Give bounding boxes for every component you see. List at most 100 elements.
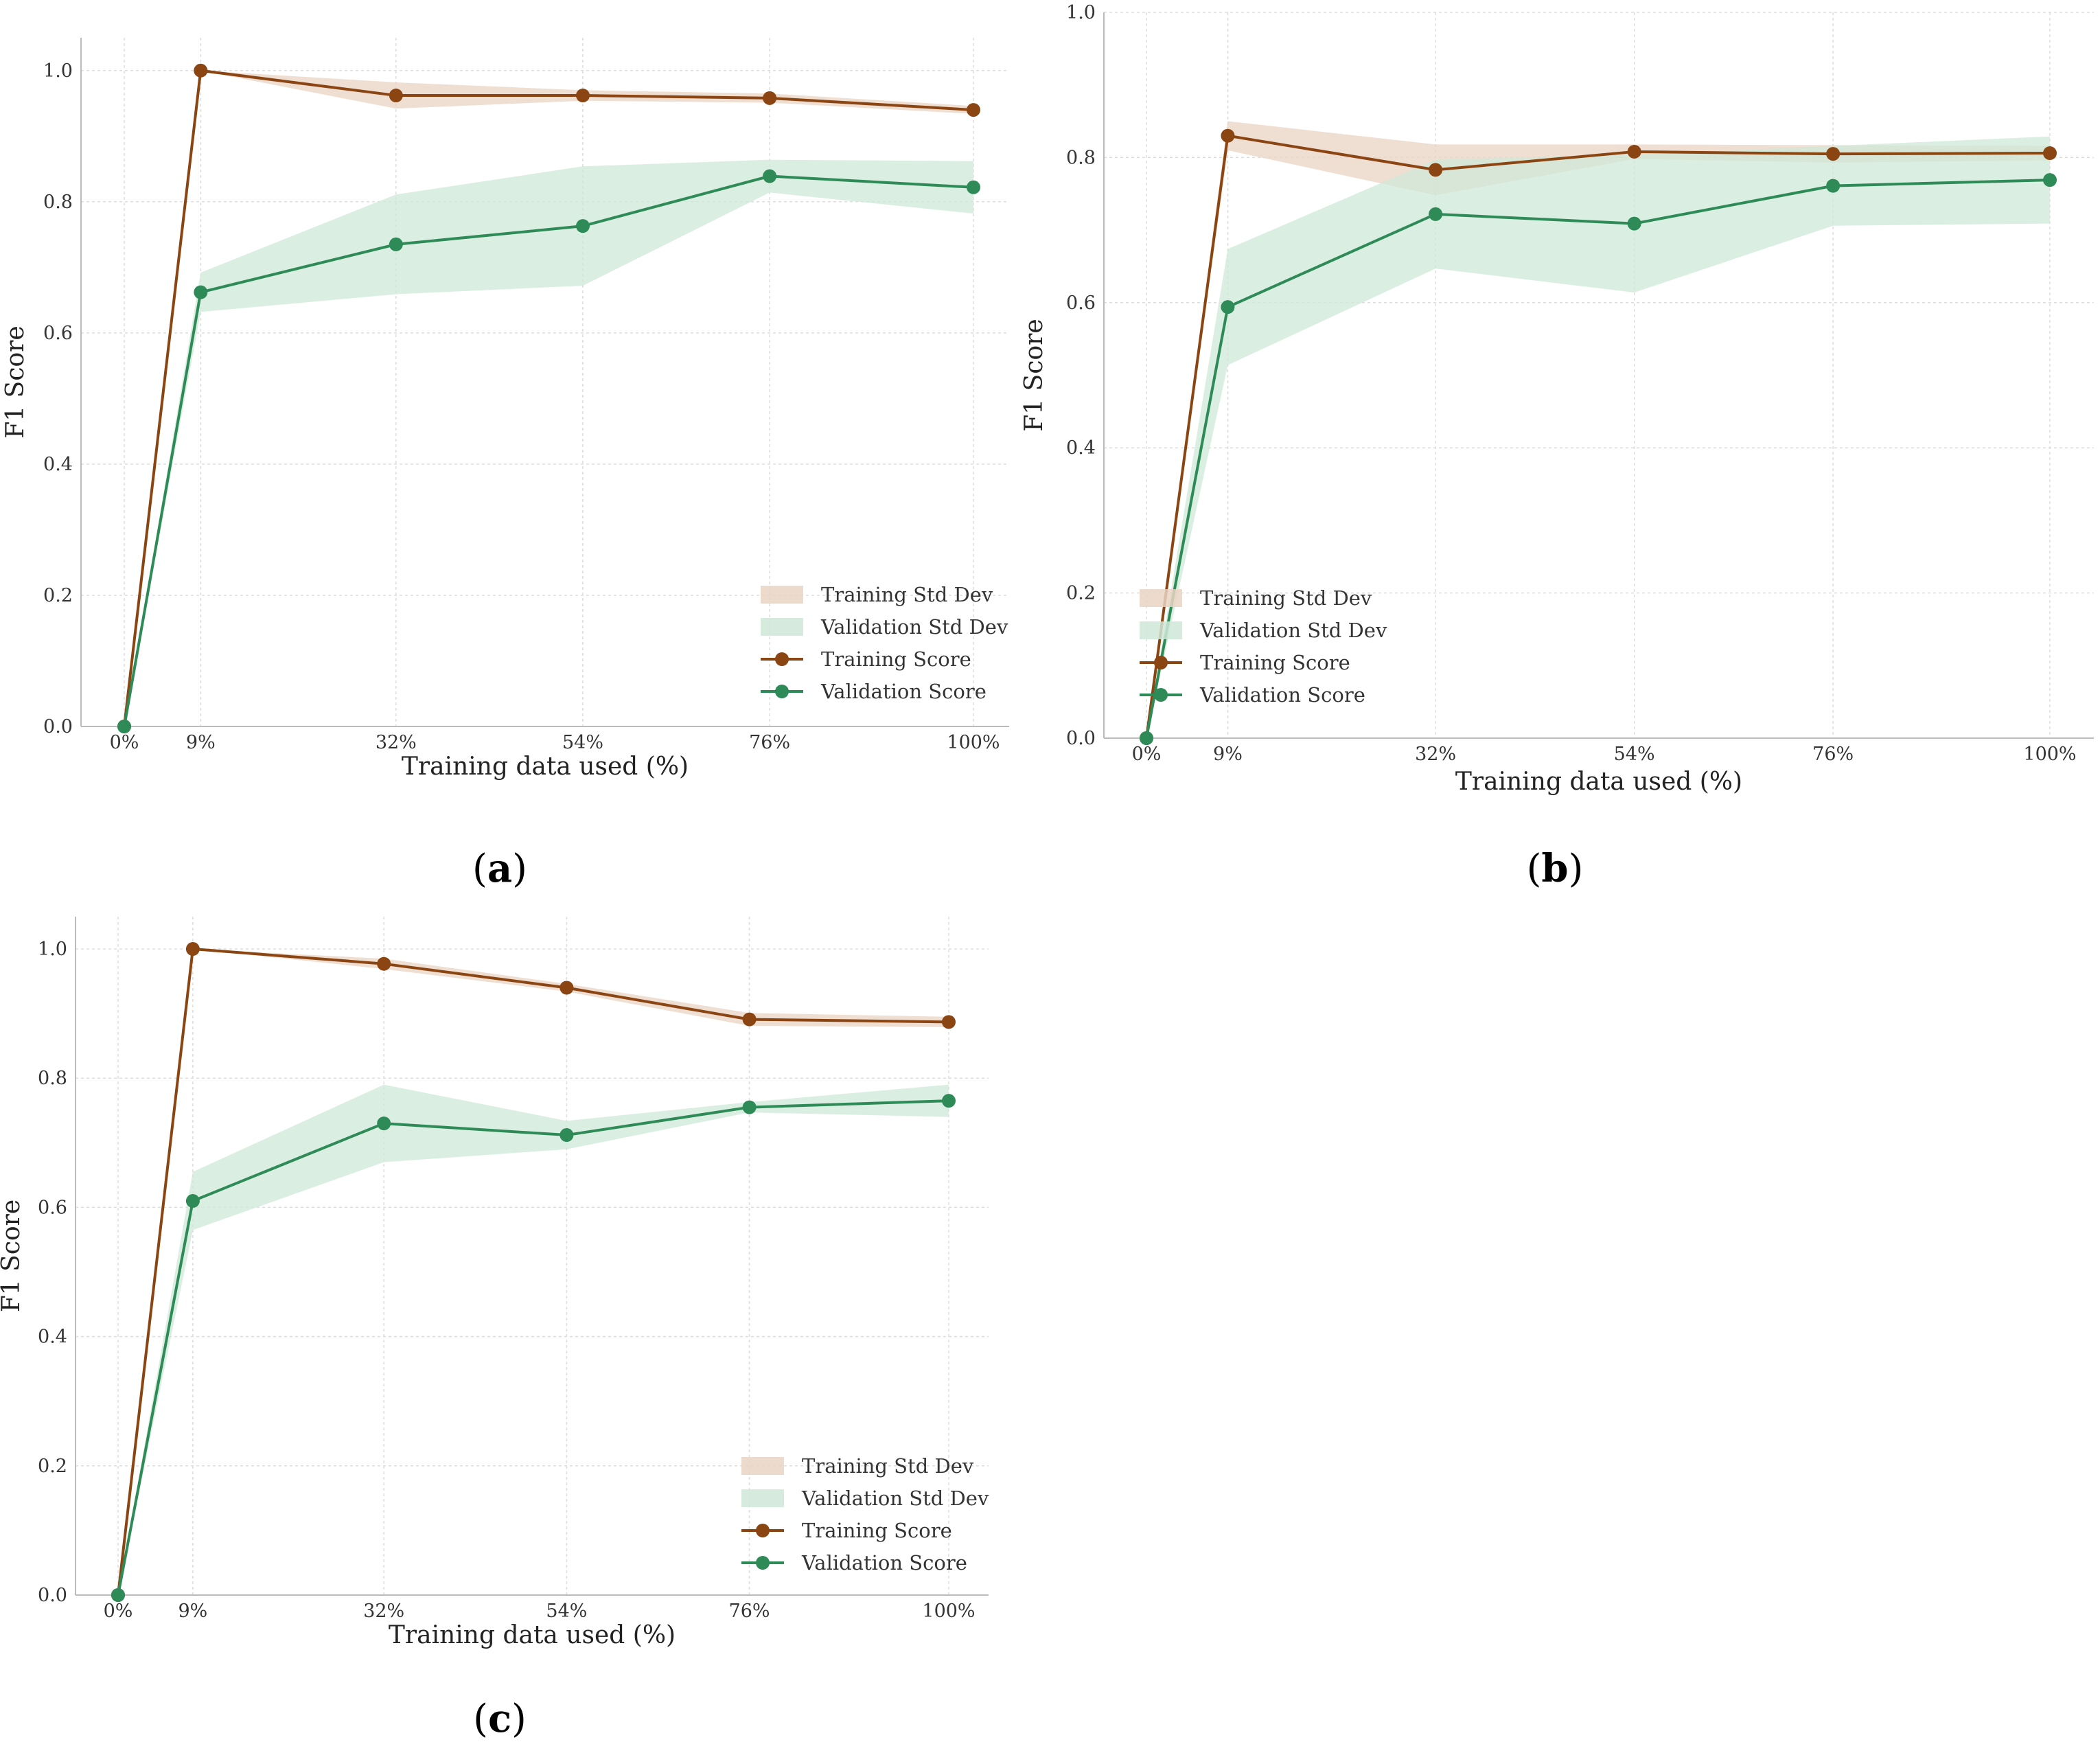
x-tick-label: 54% <box>1614 744 1655 765</box>
y-tick-label: 0.6 <box>1066 293 1096 314</box>
training-std-legend-swatch <box>1140 589 1182 607</box>
validation-score-point <box>942 1094 956 1108</box>
training-score-point <box>1429 163 1443 177</box>
y-tick-label: 1.0 <box>1066 2 1096 23</box>
training-score-point <box>742 1012 757 1027</box>
y-tick-label: 0.4 <box>38 1327 67 1348</box>
y-tick-label: 0.4 <box>1066 437 1096 459</box>
legend-label: Validation Score <box>1199 683 1365 707</box>
validation-score-point <box>967 180 980 194</box>
validation-score-point <box>1627 216 1641 231</box>
legend-label: Training Score <box>821 648 971 671</box>
validation-score-point <box>389 237 403 251</box>
x-tick-label: 76% <box>749 732 790 753</box>
legend-label: Training Std Dev <box>802 1454 974 1478</box>
y-tick-label: 0.2 <box>38 1456 67 1477</box>
x-tick-label: 100% <box>922 1601 975 1622</box>
training-std-legend-swatch <box>761 586 803 604</box>
validation-std-legend-swatch <box>761 618 803 636</box>
training-score-point <box>763 91 777 105</box>
y-tick-label: 0.8 <box>43 192 73 213</box>
validation-std-band <box>124 159 973 726</box>
validation-score-legend-marker <box>775 685 789 698</box>
x-tick-label: 54% <box>562 732 603 753</box>
validation-score-point <box>377 1116 391 1131</box>
validation-score-point <box>1429 207 1443 221</box>
x-tick-label: 0% <box>110 732 139 753</box>
x-tick-label: 9% <box>186 732 216 753</box>
y-tick-label: 0.2 <box>1066 583 1096 604</box>
x-tick-label: 100% <box>947 732 1000 753</box>
caption-c: (c) <box>473 1696 527 1741</box>
y-tick-label: 1.0 <box>38 939 67 960</box>
x-tick-label: 0% <box>1132 744 1162 765</box>
validation-score-point <box>1221 300 1235 314</box>
validation-score-point <box>1826 179 1841 193</box>
x-tick-label: 76% <box>729 1601 770 1622</box>
validation-score-point <box>559 1128 574 1143</box>
validation-score-point <box>742 1100 757 1114</box>
y-axis-label: F1 Score <box>0 1200 25 1312</box>
validation-score-point <box>185 1194 200 1208</box>
legend: Training Std Dev Validation Std Dev Traini… <box>761 583 1008 703</box>
y-axis-label: F1 Score <box>1 325 30 438</box>
training-score-point <box>1826 147 1841 161</box>
y-tick-label: 0.0 <box>1066 728 1096 749</box>
legend: Training Std Dev Validation Std Dev Traini… <box>1140 586 1387 707</box>
legend-label: Training Score <box>1200 651 1350 674</box>
y-tick-label: 0.8 <box>1066 147 1096 168</box>
validation-score-point <box>2043 173 2057 187</box>
validation-score-line <box>1145 179 2051 739</box>
training-score-point <box>377 956 391 971</box>
validation-score-line <box>117 1099 949 1596</box>
training-score-point <box>559 981 574 995</box>
training-score-line <box>117 947 949 1596</box>
training-score-point <box>2043 146 2057 161</box>
x-axis-label: Training data used (%) <box>1455 768 1742 796</box>
chart-panel-c: 0.0 0.2 0.4 0.6 0.8 1.0 0% 9% 32% 54% 76% 100% Train… <box>0 917 989 1649</box>
legend-label: Training Std Dev <box>1200 586 1372 610</box>
validation-std-legend-swatch <box>1140 621 1182 639</box>
training-score-point <box>967 103 980 117</box>
x-tick-label: 100% <box>2023 744 2076 765</box>
validation-score-point <box>763 169 777 183</box>
y-tick-label: 0.4 <box>43 454 73 475</box>
training-score-line <box>1145 134 2051 739</box>
validation-std-legend-swatch <box>741 1489 784 1507</box>
y-tick-label: 1.0 <box>43 60 73 82</box>
validation-score-legend-marker <box>1154 688 1168 702</box>
training-score-point <box>1221 128 1235 143</box>
training-std-legend-swatch <box>741 1457 784 1475</box>
validation-score-point <box>111 1588 125 1602</box>
training-score-point <box>1627 144 1641 159</box>
y-tick-label: 0.0 <box>38 1585 67 1606</box>
validation-score-legend-marker <box>756 1556 770 1570</box>
x-tick-label: 54% <box>546 1601 587 1622</box>
validation-score-point <box>1140 731 1153 745</box>
legend-label: Validation Score <box>820 680 986 703</box>
y-tick-label: 0.2 <box>43 585 73 606</box>
legend-label: Training Score <box>802 1519 952 1542</box>
validation-score-point <box>575 219 590 233</box>
training-score-point <box>389 89 403 103</box>
training-score-point <box>194 63 208 78</box>
training-score-legend-marker <box>1154 656 1168 669</box>
x-tick-label: 32% <box>1415 744 1456 765</box>
legend-label: Validation Std Dev <box>801 1487 989 1510</box>
legend-label: Validation Std Dev <box>1199 619 1387 642</box>
validation-score-point <box>117 720 131 733</box>
x-tick-label: 32% <box>363 1601 404 1622</box>
training-score-line <box>123 69 974 727</box>
training-score-point <box>942 1015 956 1029</box>
x-tick-label: 0% <box>104 1601 133 1622</box>
y-tick-label: 0.6 <box>38 1197 67 1218</box>
legend: Training Std Dev Validation Std Dev Traini… <box>741 1454 989 1574</box>
chart-panel-b: 0.0 0.2 0.4 0.6 0.8 1.0 0% 9% 32% 54% 76% 100% Train… <box>1020 2 2094 796</box>
caption-b: (b) <box>1526 846 1584 891</box>
x-tick-label: 9% <box>178 1601 207 1622</box>
x-tick-label: 32% <box>376 732 417 753</box>
y-tick-label: 0.0 <box>43 716 73 737</box>
x-tick-label: 9% <box>1213 744 1243 765</box>
legend-label: Validation Score <box>801 1551 967 1574</box>
